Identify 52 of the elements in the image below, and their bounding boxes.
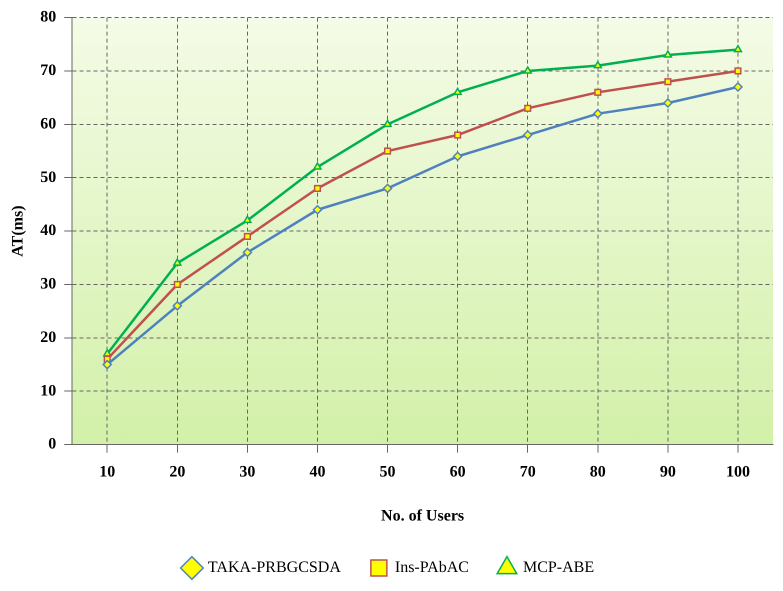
- y-axis-title: AT(ms): [10, 205, 27, 257]
- y-tick-label: 0: [48, 436, 56, 453]
- point: [454, 131, 462, 139]
- x-tick-label: 40: [309, 463, 326, 480]
- point: [594, 60, 602, 68]
- point: [734, 67, 742, 75]
- point: [664, 50, 672, 58]
- point: [172, 301, 182, 311]
- point: [664, 78, 672, 86]
- point: [174, 280, 181, 288]
- legend-label: Ins-PAbAC: [394, 559, 469, 576]
- y-tick-label: 40: [40, 222, 56, 240]
- point: [594, 88, 602, 96]
- point: [734, 44, 742, 52]
- point: [733, 82, 743, 92]
- x-tick-label: 20: [169, 463, 186, 480]
- point: [312, 205, 322, 214]
- point: [244, 232, 251, 240]
- point: [242, 248, 252, 258]
- x-tick-label: 60: [450, 463, 466, 480]
- x-tick-label: 10: [99, 463, 116, 480]
- point: [593, 108, 603, 118]
- x-tick-label: 90: [660, 463, 676, 480]
- point: [382, 184, 392, 194]
- point: [383, 120, 392, 128]
- point: [313, 162, 322, 170]
- point: [314, 184, 322, 192]
- y-tick-label: 60: [40, 115, 56, 132]
- point: [453, 88, 462, 96]
- x-tick-label: 80: [590, 463, 606, 480]
- y-tick-label: 80: [40, 8, 56, 26]
- point: [663, 98, 673, 108]
- x-axis-title: No. of Users: [381, 508, 464, 525]
- y-tick-label: 10: [40, 382, 56, 400]
- point: [522, 130, 532, 140]
- x-tick-label: 50: [380, 463, 396, 480]
- point: [384, 147, 392, 155]
- y-tick-label: 70: [40, 62, 56, 80]
- point: [452, 152, 462, 162]
- x-tick-label: 70: [520, 463, 536, 480]
- point: [243, 216, 252, 224]
- y-tick-label: 20: [40, 328, 56, 346]
- legend-label: TAKA-PRBGCSDA: [208, 559, 342, 576]
- y-tick-label: 50: [40, 168, 56, 186]
- point: [173, 258, 182, 266]
- x-tick-label: 100: [726, 463, 750, 480]
- point: [524, 66, 532, 74]
- point: [524, 104, 532, 112]
- point: [102, 360, 112, 370]
- y-tick-label: 30: [40, 276, 56, 293]
- legend-label: MCP-ABE: [522, 559, 594, 576]
- x-tick-label: 30: [239, 463, 256, 480]
